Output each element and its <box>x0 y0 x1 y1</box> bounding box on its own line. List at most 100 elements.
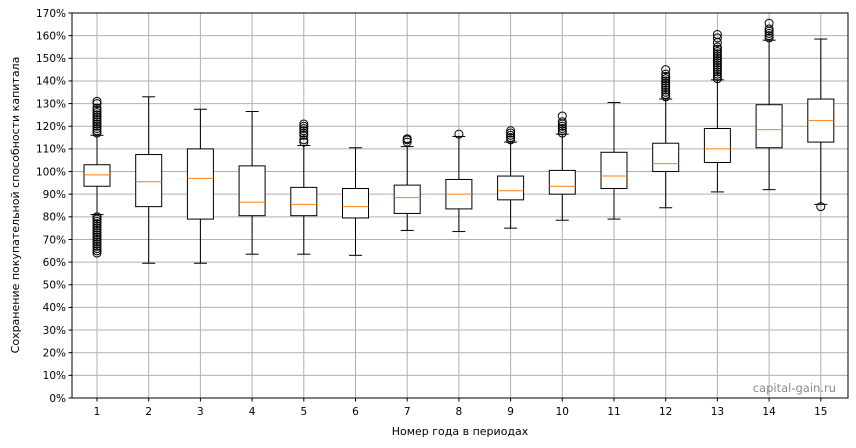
outlier-point <box>661 65 671 75</box>
y-tick-label: 140% <box>36 76 66 88</box>
box-4 <box>238 111 266 255</box>
box-body <box>393 184 421 214</box>
x-tick-label: 7 <box>404 406 411 418</box>
outlier-point <box>299 119 309 129</box>
outlier-point <box>557 128 567 138</box>
y-tick-label: 80% <box>43 212 66 224</box>
outlier-point <box>92 221 102 231</box>
box-body <box>703 128 731 163</box>
box-body <box>238 165 266 217</box>
outlier-point <box>661 71 671 81</box>
box-body <box>290 186 318 217</box>
outlier-point <box>712 30 722 40</box>
outlier-point <box>299 128 309 138</box>
y-tick-label: 50% <box>43 280 66 292</box>
x-tick-label: 15 <box>814 406 827 418</box>
outlier-point <box>764 31 774 41</box>
box-13 <box>703 30 731 193</box>
outlier-point <box>506 133 516 143</box>
y-tick-label: 30% <box>43 325 66 337</box>
outlier-point <box>712 33 722 43</box>
outlier-point <box>764 33 774 43</box>
x-tick-label: 9 <box>507 406 514 418</box>
outlier-point <box>92 124 102 133</box>
box-9 <box>497 126 525 229</box>
outlier-point <box>92 214 102 224</box>
box-14 <box>755 18 783 191</box>
outlier-point <box>92 117 102 127</box>
outlier-point <box>661 80 671 90</box>
outlier-point <box>92 96 102 106</box>
box-body <box>135 154 163 208</box>
outlier-point <box>557 117 567 127</box>
outlier-point <box>92 110 102 120</box>
outlier-point <box>92 225 102 235</box>
outlier-point <box>764 28 774 38</box>
box-12 <box>652 65 680 209</box>
outlier-point <box>661 83 671 93</box>
outlier-point <box>661 87 671 97</box>
outlier-point <box>506 130 516 140</box>
x-tick-label: 11 <box>607 406 620 418</box>
y-tick-label: 0% <box>49 393 66 405</box>
outlier-point <box>92 237 102 247</box>
outlier-point <box>712 49 722 59</box>
outlier-point <box>557 126 567 136</box>
outlier-point <box>299 135 309 145</box>
outlier-point <box>92 241 102 251</box>
y-tick-label: 70% <box>43 234 66 246</box>
box-body <box>186 148 214 220</box>
outlier-point <box>816 202 826 212</box>
outlier-point <box>661 76 671 86</box>
y-tick-label: 150% <box>36 53 66 65</box>
outlier-point <box>764 18 774 28</box>
outlier-point <box>661 69 671 79</box>
outlier-point <box>92 219 102 229</box>
outlier-point <box>92 234 102 244</box>
plot-frame <box>71 12 849 399</box>
y-axis-label: Сохранение покупательной способности кап… <box>9 57 22 354</box>
y-tick-label: 100% <box>36 166 66 178</box>
outlier-point <box>712 67 722 77</box>
outlier-point <box>92 248 102 258</box>
ticks: 0% 10% 20% 30% 40% 50% 60% 70% 80% 90% 100% 110% 120… <box>36 8 828 418</box>
outlier-point <box>92 119 102 129</box>
outlier-point <box>299 137 309 147</box>
box-6 <box>342 147 369 256</box>
outlier-point <box>92 126 102 136</box>
box-3 <box>186 108 214 264</box>
box-11 <box>600 101 628 220</box>
box-10 <box>548 111 576 221</box>
outlier-point <box>92 223 102 233</box>
box-body <box>342 188 369 219</box>
outlier-point <box>92 244 102 254</box>
outlier-point <box>402 134 412 144</box>
x-axis-label: Номер года в периодах <box>392 425 529 438</box>
outlier-point <box>712 74 722 84</box>
outlier-point <box>661 90 671 100</box>
x-tick-label: 6 <box>352 406 359 418</box>
outlier-point <box>299 130 309 140</box>
outlier-point <box>506 126 516 136</box>
y-tick-label: 110% <box>36 144 66 156</box>
box-body <box>755 104 783 149</box>
outlier-point <box>299 126 309 136</box>
box-7 <box>393 134 421 231</box>
y-tick-label: 90% <box>43 189 66 201</box>
x-tick-label: 3 <box>197 406 204 418</box>
outlier-point <box>506 135 516 145</box>
outlier-point <box>402 137 412 147</box>
x-tick-label: 1 <box>94 406 101 418</box>
outlier-point <box>557 124 567 133</box>
outlier-point <box>661 92 671 102</box>
outlier-point <box>299 121 309 131</box>
box-8 <box>445 129 473 233</box>
outlier-point <box>712 42 722 52</box>
outlier-point <box>764 24 774 34</box>
x-tick-label: 8 <box>456 406 463 418</box>
y-tick-label: 60% <box>43 257 66 269</box>
y-tick-label: 20% <box>43 348 66 360</box>
y-tick-label: 120% <box>36 121 66 133</box>
x-tick-label: 10 <box>556 406 569 418</box>
